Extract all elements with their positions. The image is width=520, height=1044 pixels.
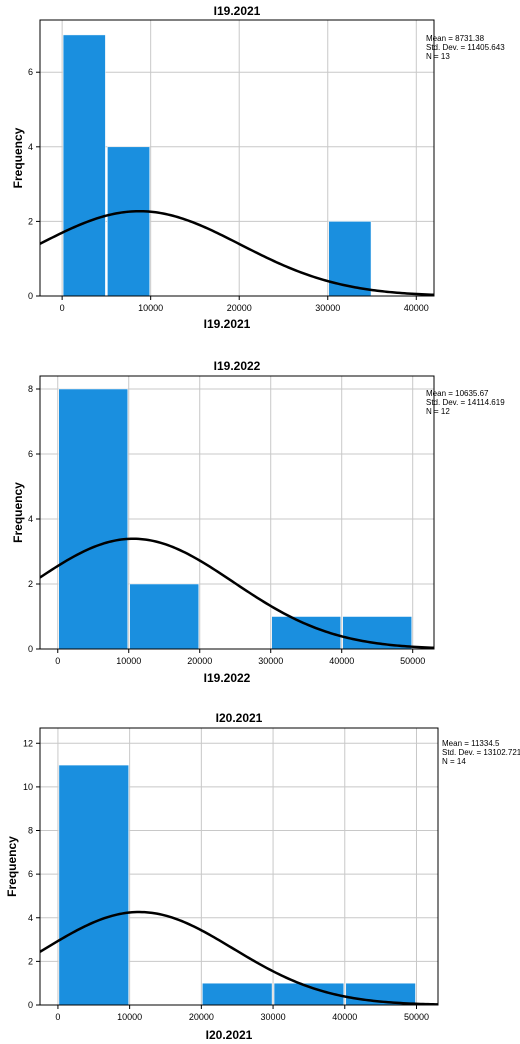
y-tick-label: 4 (28, 913, 33, 923)
stats-line: Std. Dev. = 11405.643 (426, 43, 505, 52)
histogram-bar (58, 388, 128, 650)
chart-title: I20.2021 (216, 711, 263, 725)
x-tick-label: 30000 (315, 303, 340, 313)
stats-line: Mean = 8731.38 (426, 34, 485, 43)
y-axis-label: Frequency (11, 482, 25, 543)
y-axis-label: Frequency (11, 127, 25, 188)
histogram-bar (129, 583, 199, 650)
stats-line: N = 12 (426, 407, 450, 416)
x-tick-label: 30000 (258, 656, 283, 666)
x-tick-label: 40000 (404, 303, 429, 313)
x-tick-label: 50000 (400, 656, 425, 666)
x-tick-label: 20000 (187, 656, 212, 666)
x-tick-label: 20000 (227, 303, 252, 313)
normal-curve (40, 910, 438, 1005)
y-tick-label: 0 (28, 644, 33, 654)
x-tick-label: 20000 (189, 1012, 214, 1022)
y-tick-label: 2 (28, 579, 33, 589)
x-tick-label: 0 (55, 656, 60, 666)
y-tick-label: 6 (28, 67, 33, 77)
x-tick-label: 10000 (116, 656, 141, 666)
y-tick-label: 10 (23, 782, 33, 792)
plot-border (39, 375, 435, 650)
x-axis-label: I19.2021 (204, 317, 251, 331)
plot-border (39, 727, 439, 1006)
histogram-bar (107, 146, 150, 297)
chart-title: I19.2021 (214, 4, 261, 18)
x-tick-label: 30000 (261, 1012, 286, 1022)
plot-border (39, 19, 435, 297)
y-tick-label: 4 (28, 142, 33, 152)
x-axis-label: I19.2022 (204, 671, 251, 685)
stats-line: Std. Dev. = 13102.721 (442, 748, 520, 757)
stats-line: Std. Dev. = 14114.619 (426, 398, 505, 407)
normal-curve (40, 537, 434, 649)
x-tick-label: 0 (55, 1012, 60, 1022)
y-tick-label: 6 (28, 449, 33, 459)
histogram-bar (202, 982, 273, 1006)
y-tick-label: 2 (28, 956, 33, 966)
x-tick-label: 10000 (117, 1012, 142, 1022)
x-axis-label: I20.2021 (206, 1028, 253, 1042)
histogram-bar (328, 221, 372, 297)
y-tick-label: 4 (28, 514, 33, 524)
x-tick-label: 10000 (138, 303, 163, 313)
y-tick-label: 12 (23, 738, 33, 748)
x-tick-label: 40000 (332, 1012, 357, 1022)
normal-curve (40, 209, 434, 296)
x-tick-label: 40000 (329, 656, 354, 666)
y-axis-label: Frequency (5, 836, 19, 897)
stats-line: N = 13 (426, 52, 450, 61)
y-tick-label: 6 (28, 869, 33, 879)
stats-line: N = 14 (442, 757, 466, 766)
y-tick-label: 0 (28, 1000, 33, 1010)
x-tick-label: 50000 (404, 1012, 429, 1022)
y-tick-label: 8 (28, 826, 33, 836)
stats-line: Mean = 10635.67 (426, 389, 489, 398)
histogram-bar (62, 34, 106, 297)
stats-line: Mean = 11334.5 (442, 739, 500, 748)
x-tick-label: 0 (60, 303, 65, 313)
histogram-bar (58, 764, 129, 1006)
y-tick-label: 0 (28, 291, 33, 301)
y-tick-label: 8 (28, 384, 33, 394)
y-tick-label: 2 (28, 216, 33, 226)
chart-title: I19.2022 (214, 359, 261, 373)
